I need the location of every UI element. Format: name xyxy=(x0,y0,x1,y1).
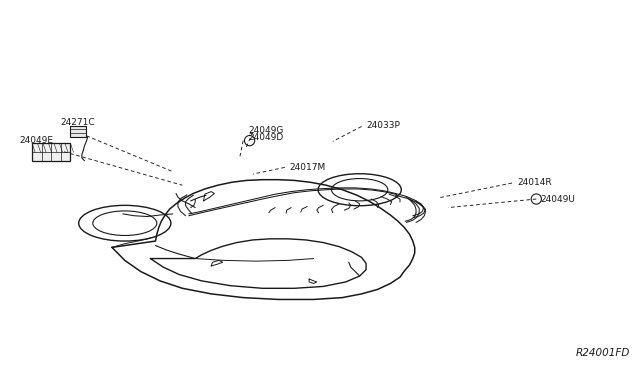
Text: 24049G: 24049G xyxy=(248,126,284,135)
Text: 24049E: 24049E xyxy=(19,136,53,145)
Bar xyxy=(32,143,70,161)
Bar xyxy=(70,126,86,137)
Text: R24001FD: R24001FD xyxy=(575,348,630,358)
Text: 24049U: 24049U xyxy=(541,195,575,203)
Text: 24271C: 24271C xyxy=(61,118,95,127)
Text: 24014R: 24014R xyxy=(517,178,552,187)
Text: 24033P: 24033P xyxy=(366,121,400,130)
Text: 24049D: 24049D xyxy=(248,133,284,142)
Text: 24017M: 24017M xyxy=(289,163,326,172)
